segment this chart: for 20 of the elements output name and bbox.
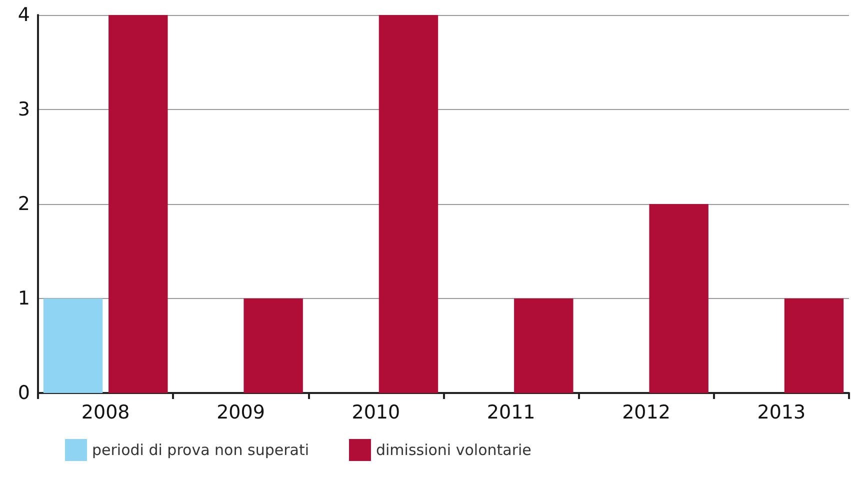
x-tick-label: 2008 bbox=[81, 402, 130, 424]
y-tick-label: 2 bbox=[18, 193, 30, 215]
bar bbox=[244, 298, 303, 393]
legend-label: periodi di prova non superati bbox=[92, 441, 309, 459]
bar bbox=[378, 15, 438, 393]
x-tick-label: 2011 bbox=[486, 402, 536, 424]
y-tick-label: 1 bbox=[18, 288, 30, 310]
x-tick-label: 2009 bbox=[216, 402, 265, 424]
x-tick-label: 2010 bbox=[352, 402, 400, 424]
y-tick-label: 0 bbox=[18, 382, 30, 404]
bar bbox=[649, 204, 708, 393]
bar bbox=[784, 298, 844, 393]
bar bbox=[514, 298, 574, 393]
x-tick-label: 2012 bbox=[622, 402, 670, 424]
bar bbox=[43, 298, 103, 393]
y-tick-label: 3 bbox=[18, 98, 30, 120]
bar bbox=[108, 15, 168, 393]
x-tick-label: 2013 bbox=[757, 402, 806, 424]
y-tick-label: 4 bbox=[18, 4, 30, 26]
legend-label: dimissioni volontarie bbox=[376, 441, 532, 459]
